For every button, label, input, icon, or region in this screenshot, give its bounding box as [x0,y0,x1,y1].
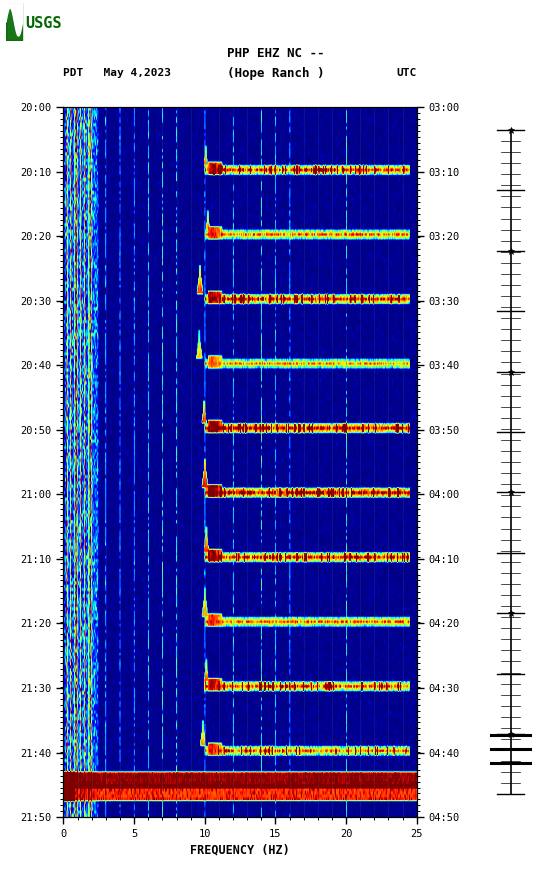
Text: UTC: UTC [396,68,417,79]
Text: (Hope Ranch ): (Hope Ranch ) [227,67,325,79]
Text: PHP EHZ NC --: PHP EHZ NC -- [227,47,325,60]
Text: PDT   May 4,2023: PDT May 4,2023 [63,68,172,79]
X-axis label: FREQUENCY (HZ): FREQUENCY (HZ) [190,843,290,856]
Text: USGS: USGS [25,16,62,30]
